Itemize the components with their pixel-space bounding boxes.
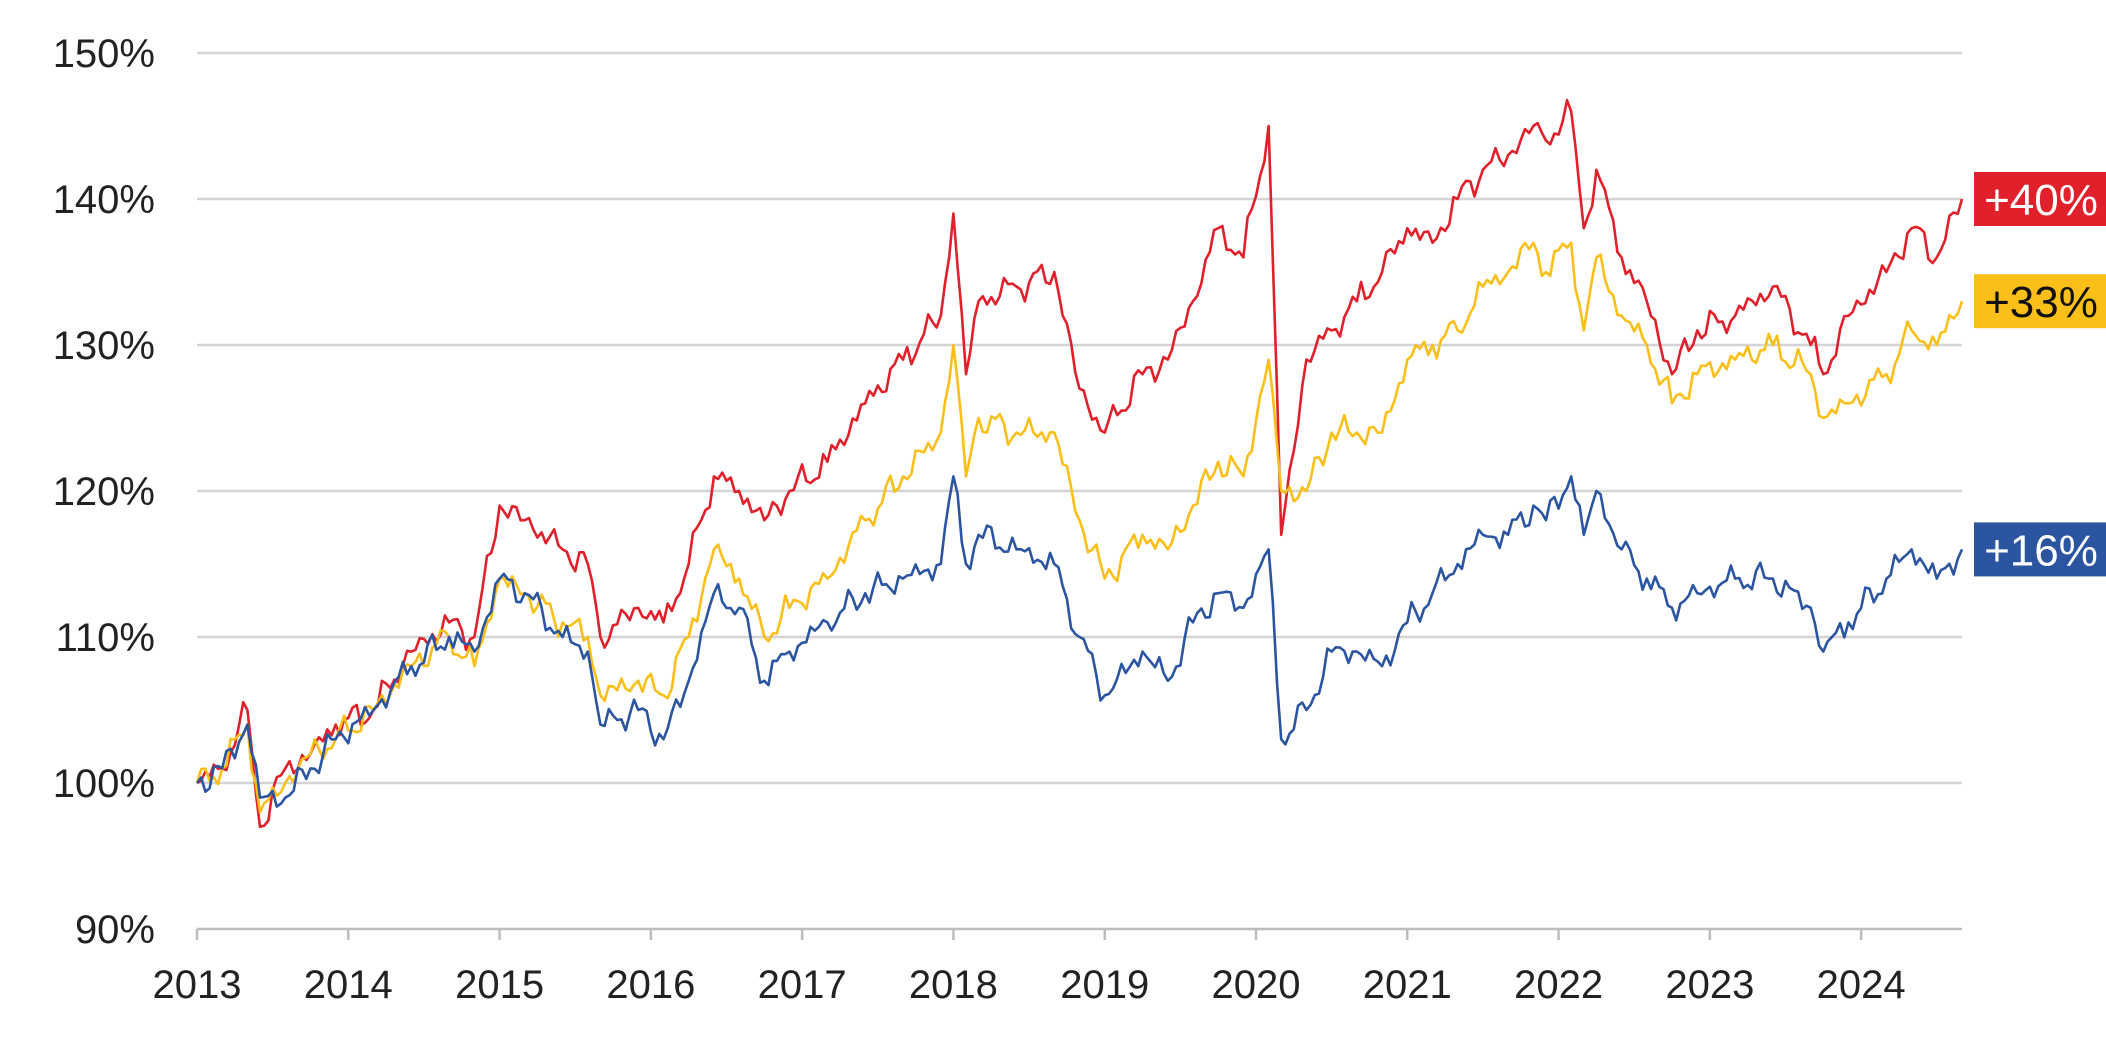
y-tick-label: 120% bbox=[53, 470, 155, 514]
x-tick-label: 2013 bbox=[153, 963, 242, 1007]
end-label-0: +40% bbox=[1984, 176, 2098, 225]
x-tick-label: 2016 bbox=[606, 963, 695, 1007]
x-tick-label: 2018 bbox=[909, 963, 998, 1007]
y-tick-label: 90% bbox=[75, 908, 155, 952]
x-tick-label: 2017 bbox=[758, 963, 847, 1007]
end-label-1: +33% bbox=[1984, 278, 2098, 327]
y-tick-label: 140% bbox=[53, 178, 155, 222]
series-line-2 bbox=[195, 475, 1964, 808]
end-label-box-1 bbox=[1974, 274, 2106, 329]
end-label-box-2 bbox=[1974, 522, 2106, 577]
x-tick-label: 2021 bbox=[1363, 963, 1452, 1007]
series-line-1 bbox=[195, 241, 1964, 814]
x-axis: 2013 2014 2015 2016 2017 2018 2019 2020 2021 2022… bbox=[153, 927, 1962, 1007]
y-tick-label: 110% bbox=[56, 616, 155, 660]
x-tick-label: 2014 bbox=[304, 963, 393, 1007]
series-group bbox=[195, 98, 1964, 829]
x-tick-label: 2023 bbox=[1665, 963, 1754, 1007]
x-tick-label: 2019 bbox=[1060, 963, 1149, 1007]
x-tick-label: 2015 bbox=[455, 963, 544, 1007]
x-tick-label: 2022 bbox=[1514, 963, 1603, 1007]
y-tick-label: 150% bbox=[53, 32, 155, 76]
gridlines bbox=[197, 51, 1962, 785]
end-label-2: +16% bbox=[1984, 526, 2098, 575]
end-label-box-0 bbox=[1974, 172, 2106, 226]
end-labels: +40% +33% +16% bbox=[1974, 172, 2106, 577]
x-tick-label: 2024 bbox=[1817, 963, 1906, 1007]
y-tick-label: 100% bbox=[53, 762, 155, 806]
y-tick-label: 130% bbox=[53, 324, 155, 368]
y-axis: 90% 100% 110% 120% 130% 140% 150% bbox=[53, 32, 155, 952]
series-line-0 bbox=[196, 98, 1964, 829]
x-tick-label: 2020 bbox=[1212, 963, 1301, 1007]
